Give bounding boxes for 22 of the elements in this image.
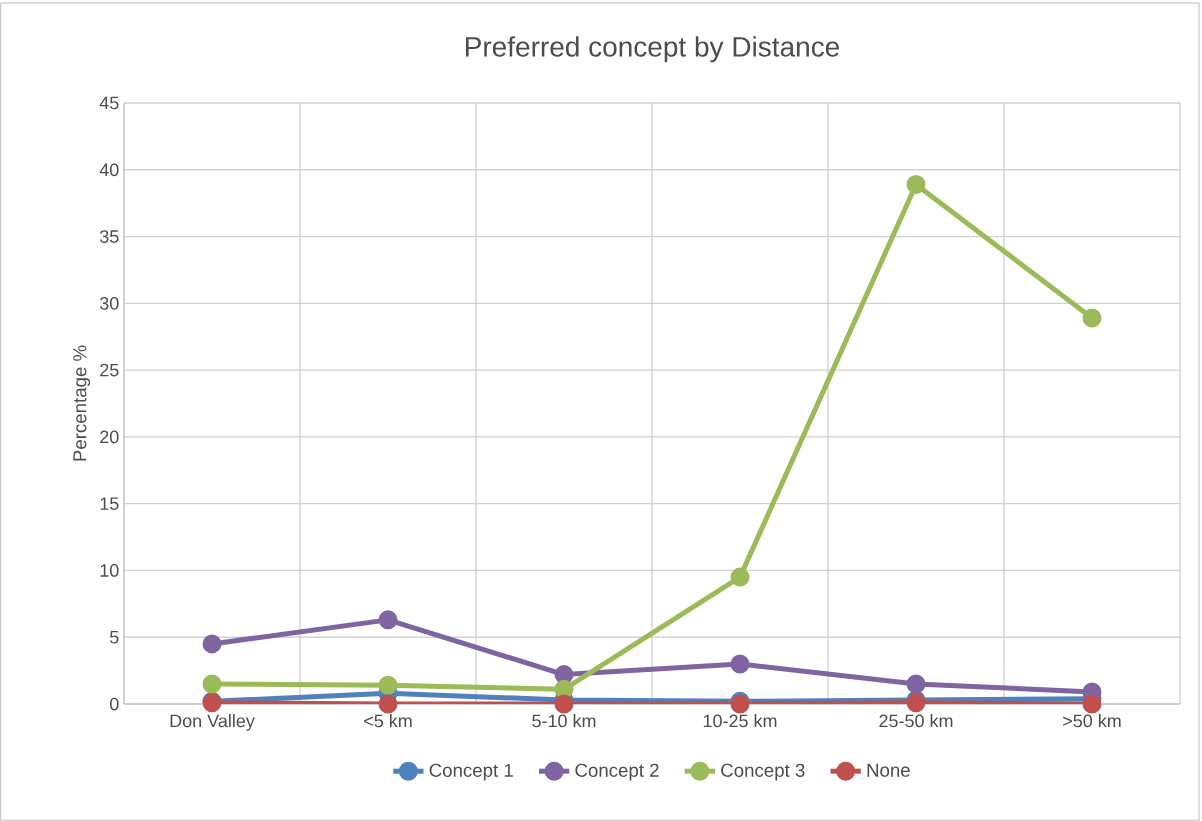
legend-label: Concept 2 — [575, 763, 659, 781]
x-tick-label: <5 km — [364, 714, 412, 728]
y-tick-label: 20 — [100, 430, 119, 444]
y-tick-label: 35 — [99, 230, 119, 243]
chart-title: Preferred concept by Distance — [465, 36, 840, 63]
y-tick-label: 45 — [99, 96, 119, 110]
x-tick-label: 10-25 km — [703, 714, 777, 728]
x-tick-label: 25-50 km — [879, 714, 953, 728]
x-tick-label: Don Valley — [170, 714, 255, 731]
y-tick-label: 0 — [109, 697, 119, 711]
y-tick-label: 30 — [99, 296, 119, 310]
x-tick-label: >50 km — [1063, 714, 1121, 728]
x-tick-label: 5-10 km — [532, 714, 596, 728]
y-axis-title: Percentage % — [73, 345, 91, 461]
y-tick-label: 5 — [109, 630, 119, 644]
y-tick-label: 10 — [100, 564, 119, 577]
legend-label: Concept 3 — [721, 763, 805, 781]
y-tick-label: 25 — [100, 363, 119, 377]
y-tick-label: 15 — [100, 497, 119, 510]
y-tick-label: 40 — [99, 163, 119, 177]
legend-label: Concept 1 — [429, 763, 513, 781]
legend-label: None — [867, 763, 910, 777]
